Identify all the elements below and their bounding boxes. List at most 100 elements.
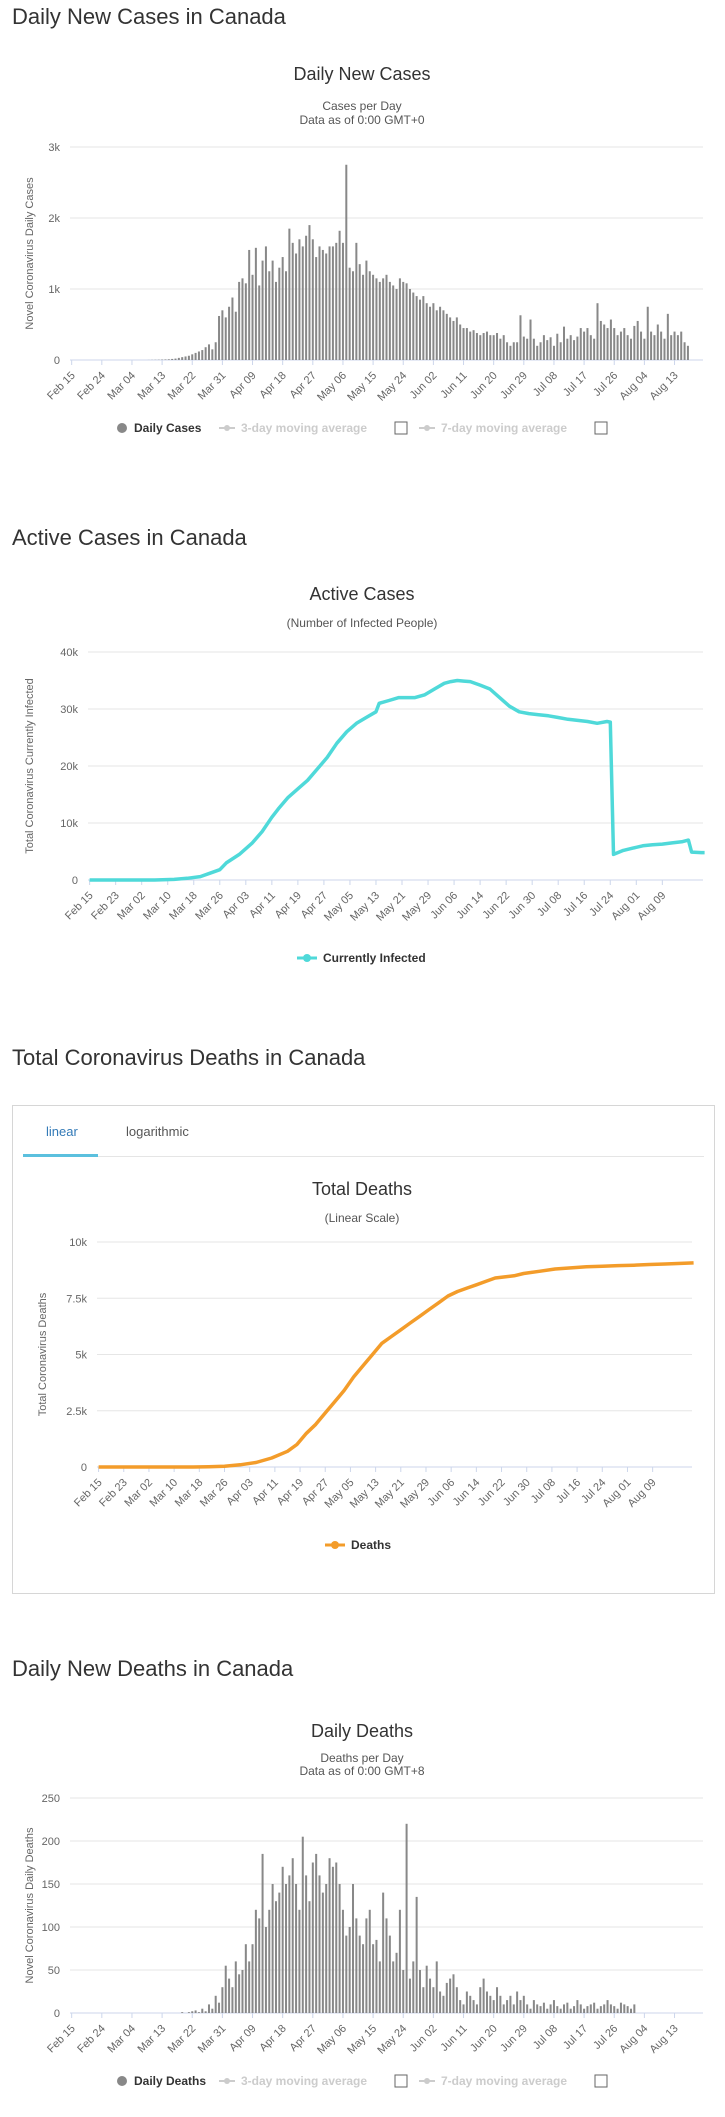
bar xyxy=(583,2008,586,2013)
x-tick-label: Jul 26 xyxy=(591,370,620,399)
bar xyxy=(204,2011,207,2013)
bar xyxy=(522,336,525,360)
y-tick-label: 250 xyxy=(42,1793,60,1805)
tab-linear[interactable]: linear xyxy=(46,1124,78,1139)
bar xyxy=(539,2006,542,2013)
bar xyxy=(536,2004,539,2013)
bar xyxy=(616,335,619,360)
bar xyxy=(271,260,274,360)
daily-deaths-y-axis-title: Novel Coronavirus Daily Deaths xyxy=(24,1827,36,1983)
bar xyxy=(201,2008,204,2013)
bar xyxy=(573,2006,576,2013)
bar xyxy=(335,1862,338,2013)
bar xyxy=(556,333,559,360)
bar xyxy=(301,246,304,360)
daily-deaths-subtitle: Deaths per Day xyxy=(320,1751,403,1765)
x-tick-label: Feb 15 xyxy=(45,370,78,403)
y-tick-label: 10k xyxy=(69,1237,87,1249)
bar xyxy=(264,246,267,360)
bar xyxy=(432,303,435,360)
bar xyxy=(174,358,177,360)
bar xyxy=(422,296,425,360)
x-tick-label: Apr 27 xyxy=(288,2023,319,2054)
bar xyxy=(449,1978,452,2013)
bar xyxy=(405,283,408,360)
x-tick-label: Feb 24 xyxy=(75,370,108,403)
total-deaths-y-axis-title: Total Coronavirus Deaths xyxy=(37,1292,49,1416)
x-tick-label: Jul 17 xyxy=(561,370,590,399)
x-tick-label: Aug 04 xyxy=(617,2023,650,2056)
y-tick-label: 5k xyxy=(75,1350,87,1362)
bar xyxy=(539,342,542,360)
x-tick-label: Apr 19 xyxy=(275,1477,306,1508)
bar xyxy=(358,264,361,360)
bar xyxy=(191,2011,194,2013)
x-tick-label: Jun 14 xyxy=(451,1477,483,1509)
bar xyxy=(499,338,502,360)
bar xyxy=(388,1935,391,2013)
x-tick-label: Apr 18 xyxy=(257,370,288,401)
bar xyxy=(506,342,509,360)
active-cases-chart: Active Cases (Number of Infected People) 0… xyxy=(24,584,705,965)
bar xyxy=(315,257,318,360)
bar xyxy=(308,225,311,360)
legend-label: Deaths xyxy=(351,1538,391,1552)
active-cases-y-axis-title: Total Coronavirus Currently Infected xyxy=(24,678,36,853)
x-tick-label: Jun 11 xyxy=(438,2023,469,2054)
bar xyxy=(325,253,328,360)
bar xyxy=(398,278,401,360)
bar xyxy=(254,1909,257,2013)
y-tick-label: 40k xyxy=(60,647,78,659)
bar xyxy=(341,242,344,360)
bar xyxy=(388,281,391,360)
y-tick-label: 0 xyxy=(81,1462,87,1474)
bar xyxy=(288,1875,291,2013)
bar xyxy=(522,1995,525,2013)
bar xyxy=(231,1987,234,2013)
bar xyxy=(268,1909,271,2013)
bar xyxy=(278,1892,281,2013)
x-tick-label: Mar 31 xyxy=(196,370,229,403)
bar xyxy=(552,345,555,360)
bar xyxy=(546,340,549,360)
bar xyxy=(412,292,415,360)
bar xyxy=(311,1862,314,2013)
bar xyxy=(311,239,314,360)
bar xyxy=(629,2008,632,2013)
bar xyxy=(238,281,241,360)
daily-deaths-subtitle-2: Data as of 0:00 GMT+8 xyxy=(299,1764,424,1778)
bar xyxy=(680,331,683,360)
x-tick-label: Apr 11 xyxy=(247,890,278,921)
bar xyxy=(328,1858,331,2013)
bar xyxy=(596,303,599,360)
bar xyxy=(579,328,582,360)
bar xyxy=(599,320,602,360)
bar xyxy=(197,2012,200,2013)
bar xyxy=(569,335,572,360)
bar xyxy=(465,1991,468,2013)
y-tick-label: 2.5k xyxy=(66,1406,87,1418)
daily-cases-y-axis-title: Novel Coronavirus Daily Cases xyxy=(24,177,36,330)
legend-3day: 3-day moving average xyxy=(241,2074,367,2088)
x-tick-label: Jul 08 xyxy=(531,370,560,399)
bar xyxy=(586,2006,589,2013)
bar xyxy=(499,1995,502,2013)
bar xyxy=(261,1853,264,2013)
bar xyxy=(626,335,629,360)
y-tick-label: 2k xyxy=(48,213,60,225)
bar xyxy=(331,1866,334,2013)
bar xyxy=(415,1896,418,2013)
bar xyxy=(358,1935,361,2013)
total-deaths-subtitle: (Linear Scale) xyxy=(325,1211,400,1225)
x-tick-label: Jun 20 xyxy=(468,370,500,402)
tab-logarithmic[interactable]: logarithmic xyxy=(126,1124,189,1139)
bar xyxy=(338,1884,341,2013)
x-tick-label: Jun 30 xyxy=(501,1477,533,1509)
x-tick-label: Mar 18 xyxy=(167,890,200,923)
bar xyxy=(589,335,592,360)
bar xyxy=(556,2006,559,2013)
bar xyxy=(281,257,284,360)
bar xyxy=(636,320,639,360)
bar xyxy=(546,2008,549,2013)
